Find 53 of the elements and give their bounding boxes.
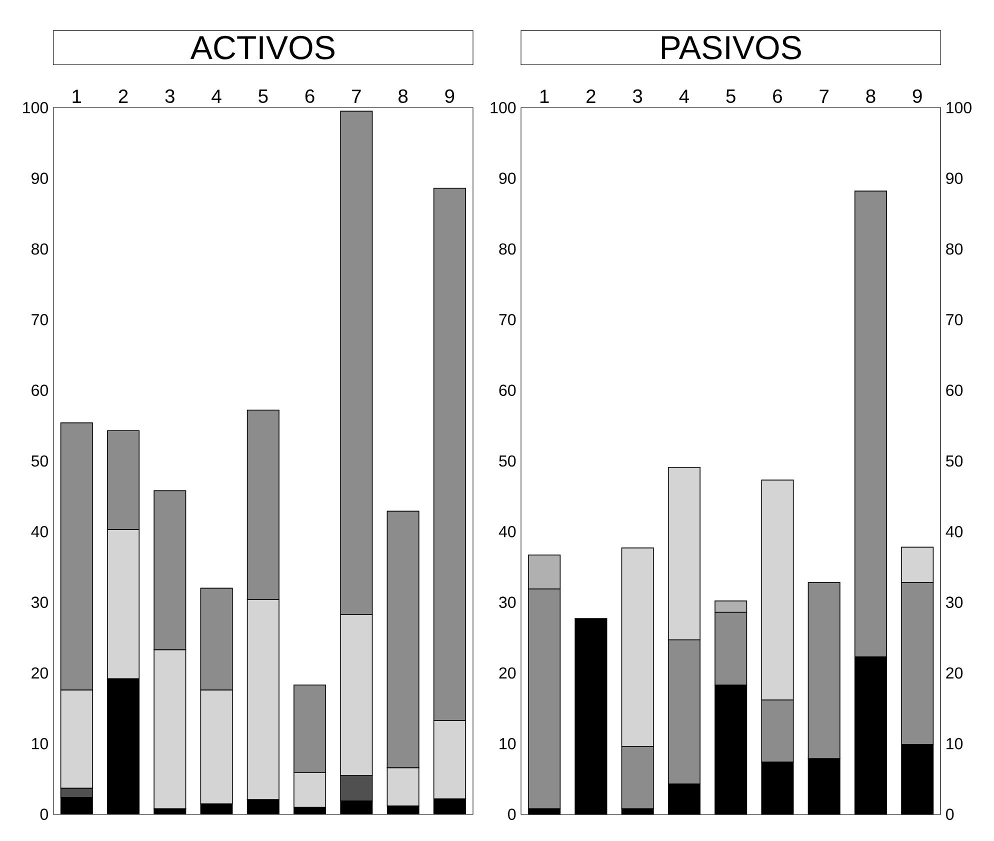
y2-tick-label: 90 xyxy=(946,172,963,184)
y-tick-label: 100 xyxy=(23,102,48,114)
x-tick-label: 8 xyxy=(398,89,408,103)
y2-tick-label: 10 xyxy=(946,738,963,750)
y-tick-label: 10 xyxy=(500,738,516,750)
y-tick-label: 100 xyxy=(490,102,516,114)
y2-tick-label: 80 xyxy=(946,243,963,255)
y2-tick-label: 30 xyxy=(946,596,963,608)
x-tick-label: 5 xyxy=(258,90,268,103)
y2-tick-label: 70 xyxy=(946,314,963,326)
y2-tick-label: 60 xyxy=(946,384,963,396)
y-tick-label: 90 xyxy=(32,172,48,184)
x-tick-label: 7 xyxy=(820,90,828,103)
y-tick-label: 60 xyxy=(499,384,516,396)
y-tick-label: 50 xyxy=(31,455,48,467)
y-tick-label: 40 xyxy=(498,526,516,538)
y2-tick-label: 100 xyxy=(946,102,972,114)
y-tick-label: 30 xyxy=(31,596,48,608)
x-tick-label: 6 xyxy=(305,89,314,103)
y-tick-label: 90 xyxy=(499,172,516,184)
y-tick-label: 40 xyxy=(31,526,48,538)
y-tick-label: 50 xyxy=(499,455,516,467)
y-tick-label: 60 xyxy=(32,384,48,396)
y-tick-label: 20 xyxy=(499,667,516,679)
x-tick-label: 4 xyxy=(212,90,222,103)
x-tick-label: 2 xyxy=(586,90,596,103)
y-tick-label: 0 xyxy=(40,808,48,820)
x-tick-label: 6 xyxy=(773,89,782,103)
y-tick-label: 10 xyxy=(32,738,48,750)
y2-tick-label: 20 xyxy=(946,667,963,679)
y-tick-label: 70 xyxy=(499,314,516,326)
y2-tick-label: 0 xyxy=(946,808,954,820)
y-tick-label: 80 xyxy=(499,243,516,255)
x-tick-label: 8 xyxy=(866,89,876,103)
x-tick-label: 9 xyxy=(912,89,922,103)
x-tick-label: 5 xyxy=(726,90,736,103)
y-tick-label: 20 xyxy=(32,667,48,679)
y2-tick-label: 50 xyxy=(946,455,963,467)
chart-title: PASIVOS xyxy=(662,36,801,60)
y-tick-label: 70 xyxy=(32,314,48,326)
y-tick-label: 0 xyxy=(508,808,516,820)
x-tick-label: 4 xyxy=(679,90,689,103)
x-tick-label: 2 xyxy=(118,90,128,103)
y-tick-label: 30 xyxy=(499,596,516,608)
x-tick-label: 3 xyxy=(165,89,174,103)
x-tick-label: 3 xyxy=(632,89,642,103)
x-tick-label: 1 xyxy=(72,90,82,103)
chart-title: ACTIVOS xyxy=(190,36,334,60)
x-tick-label: 1 xyxy=(540,90,549,103)
x-tick-label: 9 xyxy=(445,89,454,103)
y2-tick-label: 40 xyxy=(946,526,963,538)
y-tick-label: 80 xyxy=(32,243,48,255)
x-tick-label: 7 xyxy=(352,90,361,103)
